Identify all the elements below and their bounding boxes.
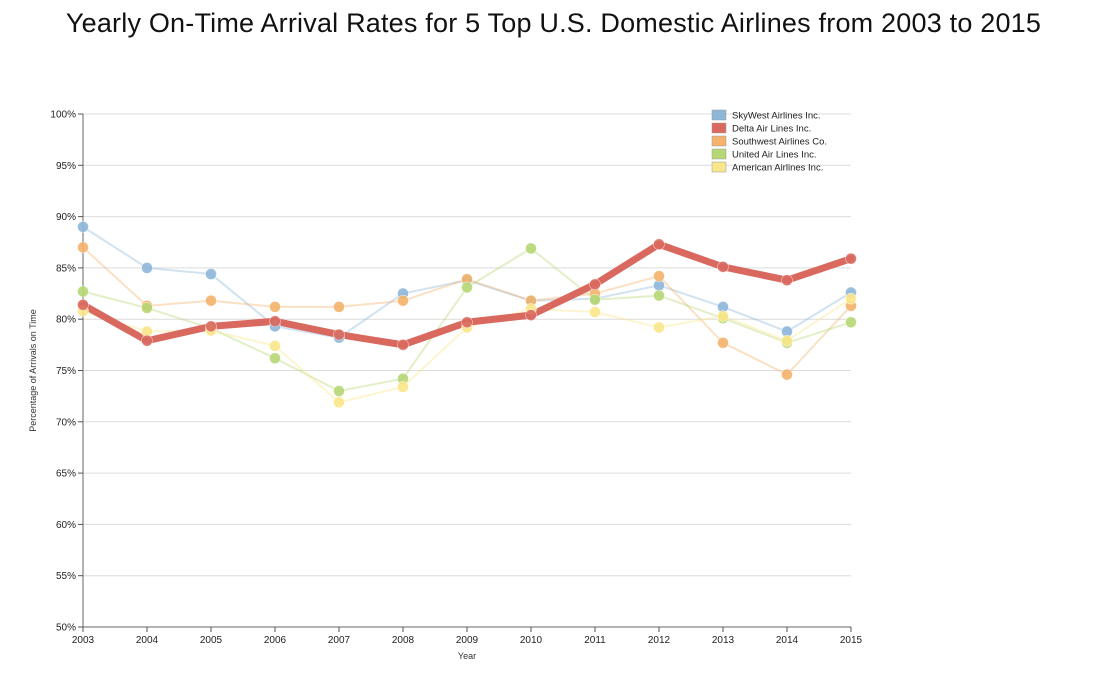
data-point xyxy=(77,241,89,254)
series-line-4 xyxy=(82,297,852,404)
legend-label: American Airlines Inc. xyxy=(732,163,823,174)
data-point xyxy=(141,302,153,314)
data-point xyxy=(653,238,665,251)
series-lines xyxy=(79,225,855,404)
data-point xyxy=(269,301,281,313)
y-tick-label: 80% xyxy=(56,315,76,326)
x-tick-label: 2010 xyxy=(520,635,543,646)
data-point xyxy=(205,320,217,333)
data-point xyxy=(845,252,857,265)
data-point xyxy=(525,309,537,321)
data-point xyxy=(589,306,601,318)
y-tick-label: 100% xyxy=(50,110,76,121)
x-axis-ticks: 2003 2004 2005 2006 2007 2008 2009 2010 2011 2012… xyxy=(72,627,863,646)
data-point xyxy=(589,293,601,306)
data-point xyxy=(653,270,665,282)
x-tick-label: 2007 xyxy=(328,635,351,646)
x-tick-label: 2013 xyxy=(712,635,735,646)
y-tick-label: 75% xyxy=(56,366,76,377)
data-point xyxy=(461,316,473,329)
data-point xyxy=(269,340,281,352)
x-tick-label: 2011 xyxy=(584,635,606,646)
data-point xyxy=(397,294,409,307)
legend-swatch xyxy=(711,148,727,160)
data-point xyxy=(397,339,409,351)
chart-title: Yearly On-Time Arrival Rates for 5 Top U… xyxy=(65,8,1042,38)
legend-swatch xyxy=(711,109,727,121)
y-tick-label: 50% xyxy=(56,623,76,634)
legend-label: United Air Lines Inc. xyxy=(732,150,817,161)
data-point xyxy=(77,299,89,311)
y-tick-label: 65% xyxy=(56,469,76,480)
data-point xyxy=(653,321,665,334)
y-tick-label: 70% xyxy=(56,417,76,428)
data-point xyxy=(333,328,345,341)
legend: SkyWest Airlines Inc. Delta Air Lines Inc… xyxy=(711,109,827,174)
data-point xyxy=(781,368,793,381)
y-axis-ticks: 50% 55% 60% 65% 70% 75% 80% 85% 90% 95% 100% xyxy=(50,110,83,634)
data-point xyxy=(333,396,345,409)
y-axis-label: Percentage of Arrivals on Time xyxy=(28,309,38,432)
y-tick-label: 90% xyxy=(56,212,76,223)
grid-lines xyxy=(83,113,851,628)
data-point xyxy=(589,278,601,291)
x-tick-label: 2006 xyxy=(264,635,287,646)
legend-label: Southwest Airlines Co. xyxy=(732,137,827,148)
data-point xyxy=(717,310,729,322)
data-point xyxy=(717,336,729,349)
data-point xyxy=(525,242,537,255)
x-tick-label: 2004 xyxy=(136,635,159,646)
data-point xyxy=(653,289,665,302)
data-point xyxy=(141,334,153,347)
x-tick-label: 2003 xyxy=(72,635,95,646)
x-tick-label: 2012 xyxy=(648,635,671,646)
data-point xyxy=(397,381,409,393)
legend-swatch xyxy=(711,135,727,147)
data-point xyxy=(781,334,793,347)
x-tick-label: 2008 xyxy=(392,635,415,646)
data-point xyxy=(269,315,281,328)
x-tick-label: 2005 xyxy=(200,635,223,646)
x-axis-label: Year xyxy=(458,651,476,661)
x-tick-label: 2014 xyxy=(776,635,799,646)
data-point xyxy=(333,301,345,313)
data-point xyxy=(717,261,729,273)
y-tick-label: 95% xyxy=(56,161,76,172)
data-point xyxy=(77,221,89,233)
legend-swatch xyxy=(711,161,727,173)
x-tick-label: 2015 xyxy=(840,635,863,646)
data-point xyxy=(845,292,857,305)
y-tick-label: 55% xyxy=(56,571,76,582)
data-point xyxy=(77,285,89,298)
data-point xyxy=(845,316,857,329)
legend-label: Delta Air Lines Inc. xyxy=(732,124,811,135)
data-point xyxy=(461,281,473,294)
legend-swatch xyxy=(711,122,727,134)
data-point xyxy=(141,262,153,274)
legend-label: SkyWest Airlines Inc. xyxy=(732,111,821,122)
data-point xyxy=(205,294,217,307)
data-point xyxy=(269,352,281,364)
data-point xyxy=(205,268,217,280)
data-point xyxy=(781,274,793,287)
x-tick-label: 2009 xyxy=(456,635,479,646)
data-point xyxy=(333,385,345,397)
y-tick-label: 60% xyxy=(56,520,76,531)
y-tick-label: 85% xyxy=(56,263,76,274)
series-points xyxy=(77,221,857,409)
